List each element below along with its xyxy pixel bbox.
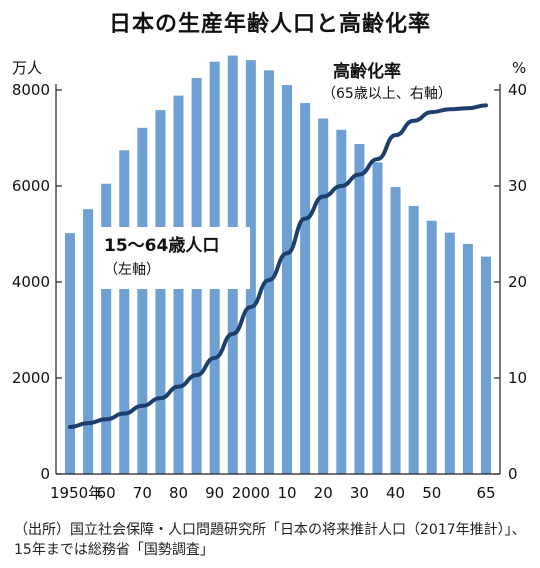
left-tick-label-6000: 6000 [12,177,50,195]
x-tick-label-1970: 70 [133,484,152,502]
left-axis-unit: 万人 [12,59,42,77]
bar-2040 [390,187,401,474]
bar-1970 [137,127,148,474]
x-tick-label-2020: 20 [314,484,333,502]
bars-annotation: 15～64歳人口 [104,235,219,256]
bar-1955 [83,209,94,474]
bar-2050 [426,220,437,474]
left-tick-label-2000: 2000 [12,369,50,387]
line-annotation-sub: （65歳以上、右軸） [322,86,452,102]
bar-2045 [408,205,419,474]
right-axis-unit: % [512,59,526,77]
chart-title: 日本の生産年齢人口と高齢化率 [108,12,431,37]
x-tick-label-2050: 50 [422,484,441,502]
x-tick-label-2030: 30 [350,484,369,502]
bar-2035 [372,162,383,474]
bar-1965 [119,150,130,474]
right-tick-label-20: 20 [508,273,527,291]
bar-1950 [65,233,75,474]
bar-2010 [282,85,293,474]
bar-2005 [263,70,274,475]
left-tick-label-4000: 4000 [12,273,50,291]
bar-2055 [444,232,455,474]
x-tick-label-2040: 40 [386,484,405,502]
left-tick-label-8000: 8000 [12,81,50,99]
x-tick-label-2065: 65 [476,484,495,502]
source-footnote: （出所）国立社会保障・人口問題研究所「日本の将来推計人口（2017年推計）」、1… [14,522,526,558]
bar-2015 [300,103,311,474]
x-tick-label-1950: 1950年 [50,484,103,502]
right-tick-label-0: 0 [508,465,518,483]
right-axis-ticks: 0 10 20 30 40 [494,81,527,483]
right-tick-label-40: 40 [508,81,527,99]
x-tick-label-2000: 2000 [232,484,270,502]
x-tick-label-2010: 10 [277,484,296,502]
x-tick-label-1980: 80 [169,484,188,502]
axes [55,84,501,475]
x-tick-label-1960: 60 [97,484,116,502]
bar-2060 [462,243,473,474]
bar-2065 [481,256,491,474]
line-annotation: 高齢化率 [333,61,401,82]
bar-2030 [354,144,365,474]
left-axis-ticks: 0 2000 4000 6000 8000 [12,81,62,483]
bar-1960 [101,183,112,474]
bar-2020 [318,118,329,475]
bars-label-box [96,227,250,289]
aging-rate-line [68,103,488,429]
bars-annotation-sub: （左軸） [104,262,160,278]
bar-1975 [155,110,166,474]
left-tick-label-0: 0 [40,465,50,483]
bar-2000 [245,60,256,474]
x-tick-label-1990: 90 [205,484,224,502]
right-tick-label-10: 10 [508,369,527,387]
chart-svg: 万人 % 0 2000 4000 6000 8000 0 10 20 30 40 1950年60… [12,55,527,502]
bar-2025 [336,129,347,474]
right-tick-label-30: 30 [508,177,527,195]
